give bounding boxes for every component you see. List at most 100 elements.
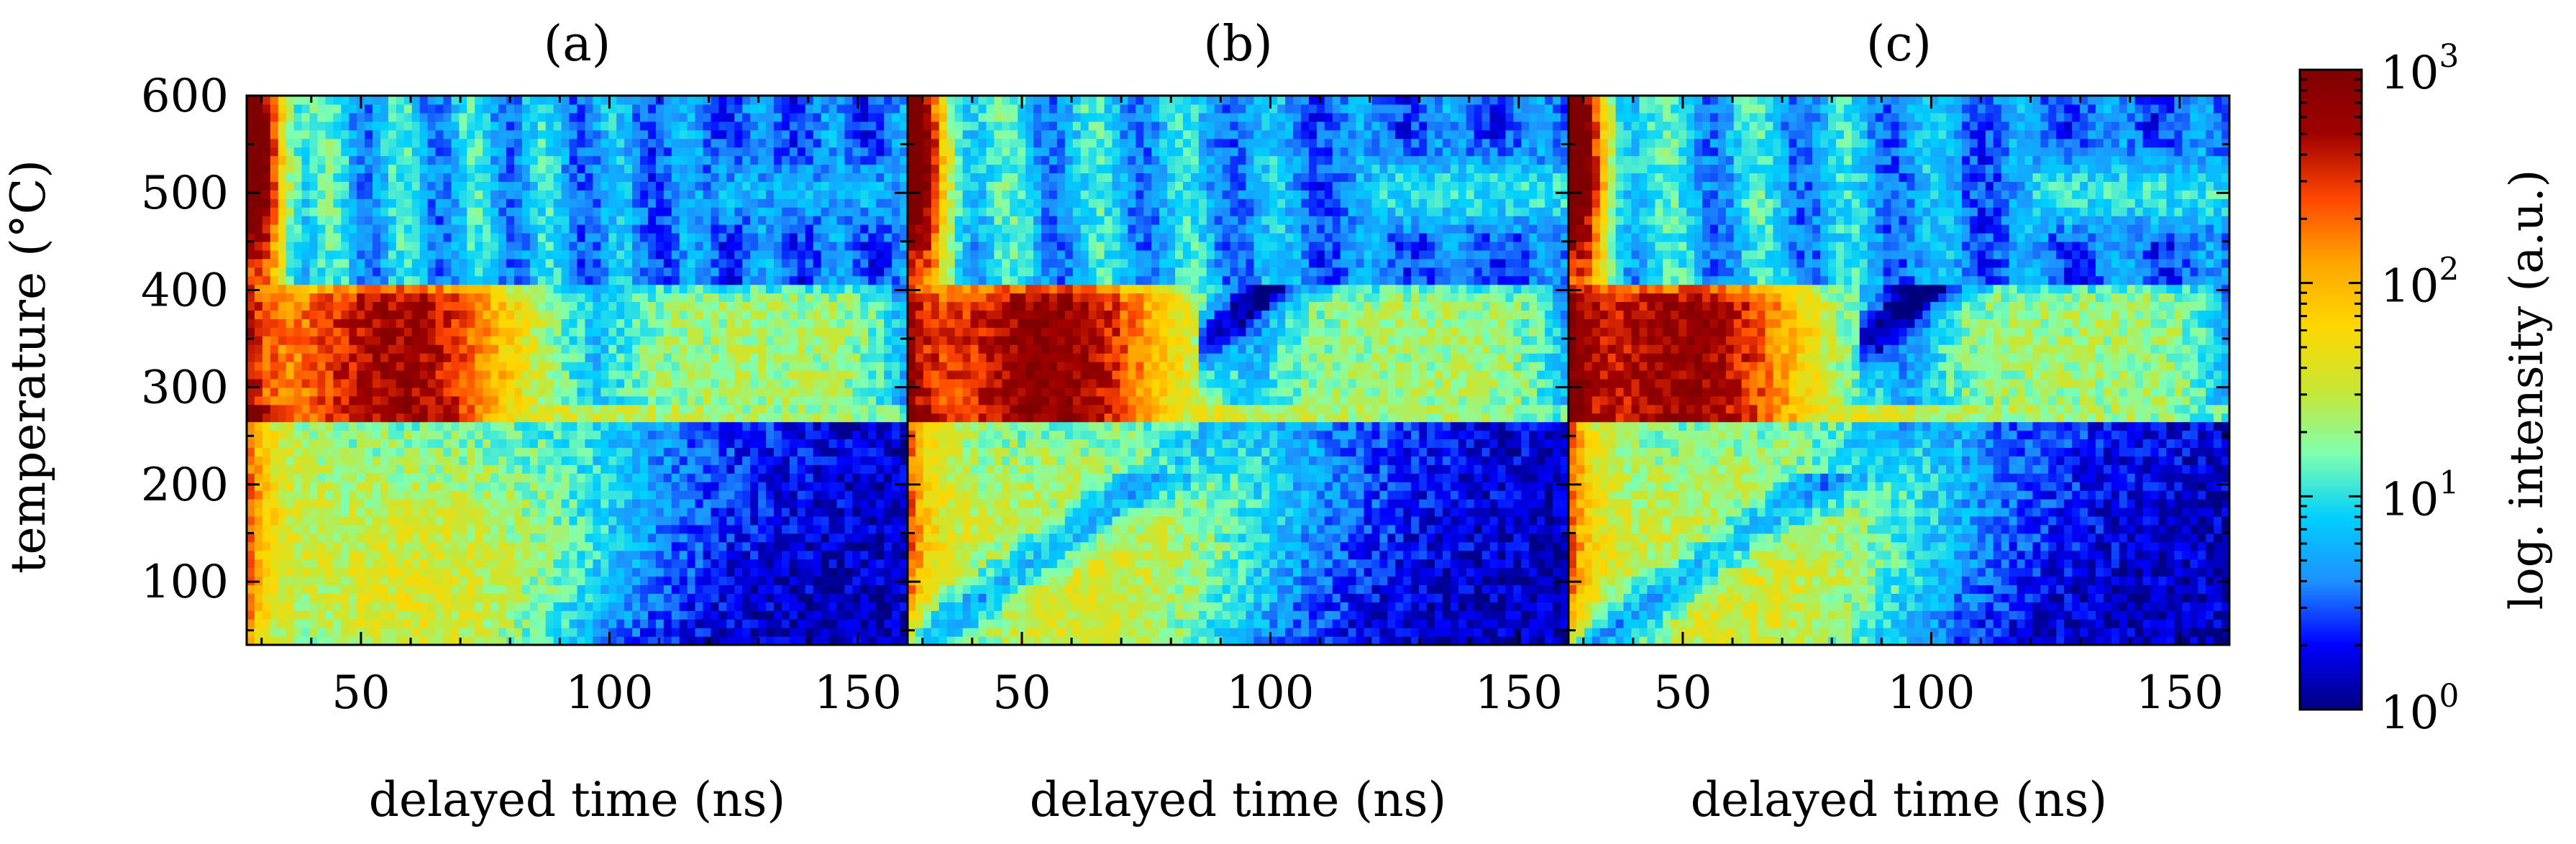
heatmap-cell	[262, 216, 271, 225]
heatmap-cell	[711, 344, 720, 354]
heatmap-cell	[828, 224, 838, 234]
heatmap-cell	[459, 413, 467, 423]
heatmap-cell	[553, 499, 562, 508]
heatmap-cell	[789, 112, 798, 122]
heatmap-cell	[553, 284, 562, 294]
heatmap-cell	[734, 138, 743, 148]
heatmap-cell	[726, 353, 735, 362]
heatmap-cell	[852, 121, 861, 131]
heatmap-cell	[844, 482, 854, 491]
heatmap-cell	[718, 515, 727, 526]
heatmap-cell	[781, 121, 790, 131]
heatmap-cell	[506, 404, 515, 414]
heatmap-cell	[797, 362, 806, 371]
heatmap-cell	[663, 378, 672, 388]
heatmap-cell	[726, 473, 735, 482]
heatmap-cell	[435, 267, 444, 277]
heatmap-cell	[443, 96, 452, 105]
heatmap-cell	[451, 181, 460, 191]
heatmap-cell	[396, 533, 405, 543]
heatmap-cell	[545, 430, 554, 440]
heatmap-cell	[616, 447, 625, 457]
heatmap-cell	[537, 567, 547, 577]
heatmap-cell	[813, 129, 822, 139]
heatmap-cell	[483, 421, 491, 431]
heatmap-cell	[396, 190, 405, 199]
heatmap-cell	[616, 610, 625, 620]
heatmap-cell	[718, 216, 727, 225]
heatmap-cell	[293, 619, 303, 628]
heatmap-cell	[349, 362, 357, 371]
heatmap-cell	[687, 293, 696, 303]
heatmap-cell	[411, 430, 421, 440]
heatmap-cell	[467, 576, 475, 586]
heatmap-cell	[380, 567, 389, 577]
heatmap-cell	[467, 267, 475, 277]
heatmap-cell	[569, 559, 578, 569]
heatmap-cell	[349, 567, 357, 577]
heatmap-cell	[734, 216, 743, 225]
heatmap-cell	[844, 104, 854, 114]
heatmap-cell	[766, 181, 775, 191]
heatmap-cell	[585, 541, 593, 551]
heatmap-cell	[301, 233, 311, 242]
heatmap-cell	[490, 147, 499, 157]
heatmap-cell	[593, 576, 601, 586]
heatmap-cell	[521, 378, 531, 388]
heatmap-cell	[286, 181, 295, 191]
heatmap-cell	[262, 559, 271, 569]
heatmap-cell	[781, 619, 790, 628]
heatmap-cell	[357, 430, 365, 440]
heatmap-cell	[317, 636, 326, 646]
heatmap-cell	[357, 524, 365, 534]
heatmap-cell	[365, 112, 373, 122]
heatmap-cell	[569, 275, 578, 285]
heatmap-cell	[325, 267, 334, 277]
heatmap-cell	[451, 216, 460, 225]
heatmap-cell	[357, 439, 365, 449]
heatmap-cell	[663, 258, 672, 268]
heatmap-cell	[506, 593, 515, 602]
heatmap-cell	[483, 267, 491, 277]
heatmap-cell	[577, 499, 586, 508]
heatmap-cell	[270, 96, 279, 105]
heatmap-cell	[726, 619, 735, 628]
heatmap-cell	[498, 464, 507, 474]
heatmap-cell	[419, 190, 429, 199]
heatmap-cell	[357, 293, 365, 303]
heatmap-cell	[718, 258, 727, 268]
heatmap-cell	[459, 138, 467, 148]
heatmap-cell	[593, 550, 601, 560]
heatmap-cell	[411, 241, 421, 251]
heatmap-cell	[585, 387, 593, 397]
heatmap-cell	[254, 387, 263, 397]
heatmap-cell	[403, 430, 413, 440]
heatmap-cell	[451, 190, 460, 199]
heatmap-cell	[254, 181, 263, 191]
heatmap-cell	[561, 508, 570, 517]
heatmap-cell	[695, 138, 704, 148]
heatmap-cell	[726, 310, 735, 319]
heatmap-cell	[734, 275, 743, 285]
heatmap-cell	[262, 224, 271, 234]
heatmap-cell	[577, 473, 586, 482]
heatmap-cell	[317, 447, 326, 457]
heatmap-cell	[687, 216, 696, 225]
heatmap-cell	[427, 129, 437, 139]
heatmap-cell	[475, 593, 483, 602]
heatmap-cell	[813, 310, 822, 319]
heatmap-cell	[451, 559, 460, 569]
heatmap-cell	[569, 336, 578, 345]
heatmap-cell	[813, 541, 822, 551]
heatmap-cell	[852, 327, 861, 336]
heatmap-cell	[293, 447, 303, 457]
heatmap-cell	[781, 464, 790, 474]
heatmap-cell	[632, 249, 641, 260]
heatmap-cell	[443, 284, 452, 294]
heatmap-cell	[813, 464, 822, 474]
heatmap-cell	[600, 207, 609, 216]
heatmap-cell	[247, 559, 255, 569]
heatmap-cell	[734, 301, 743, 311]
heatmap-cell	[585, 327, 593, 336]
heatmap-cell	[286, 233, 295, 242]
